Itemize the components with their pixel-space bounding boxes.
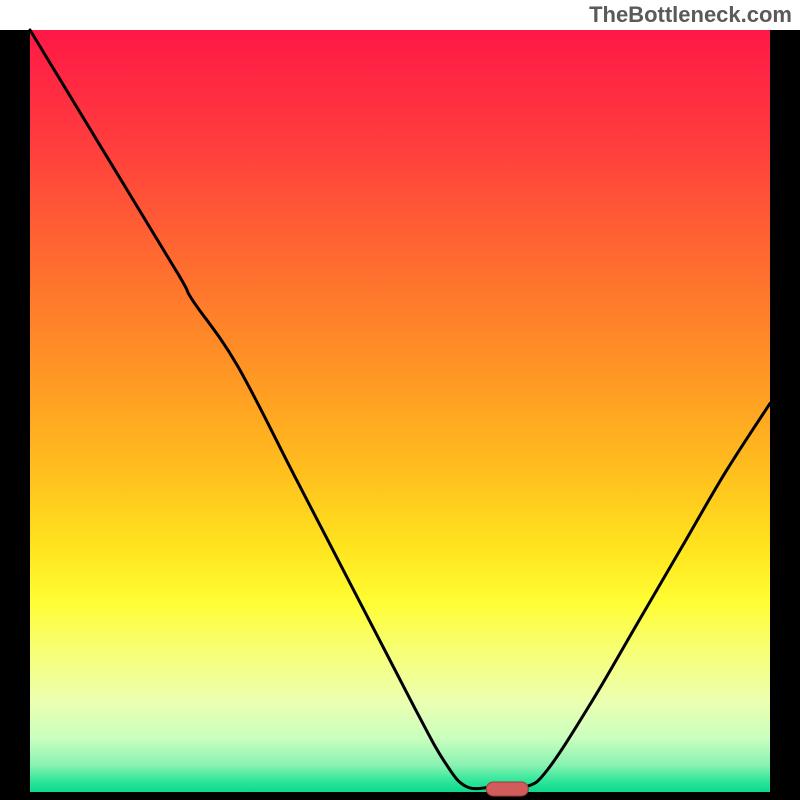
frame-left bbox=[0, 30, 30, 800]
frame-bottom bbox=[0, 792, 800, 800]
chart-svg bbox=[0, 0, 800, 800]
frame-right bbox=[770, 30, 800, 800]
watermark-text: TheBottleneck.com bbox=[589, 2, 792, 28]
optimal-marker bbox=[486, 782, 528, 796]
chart-stage: TheBottleneck.com bbox=[0, 0, 800, 800]
